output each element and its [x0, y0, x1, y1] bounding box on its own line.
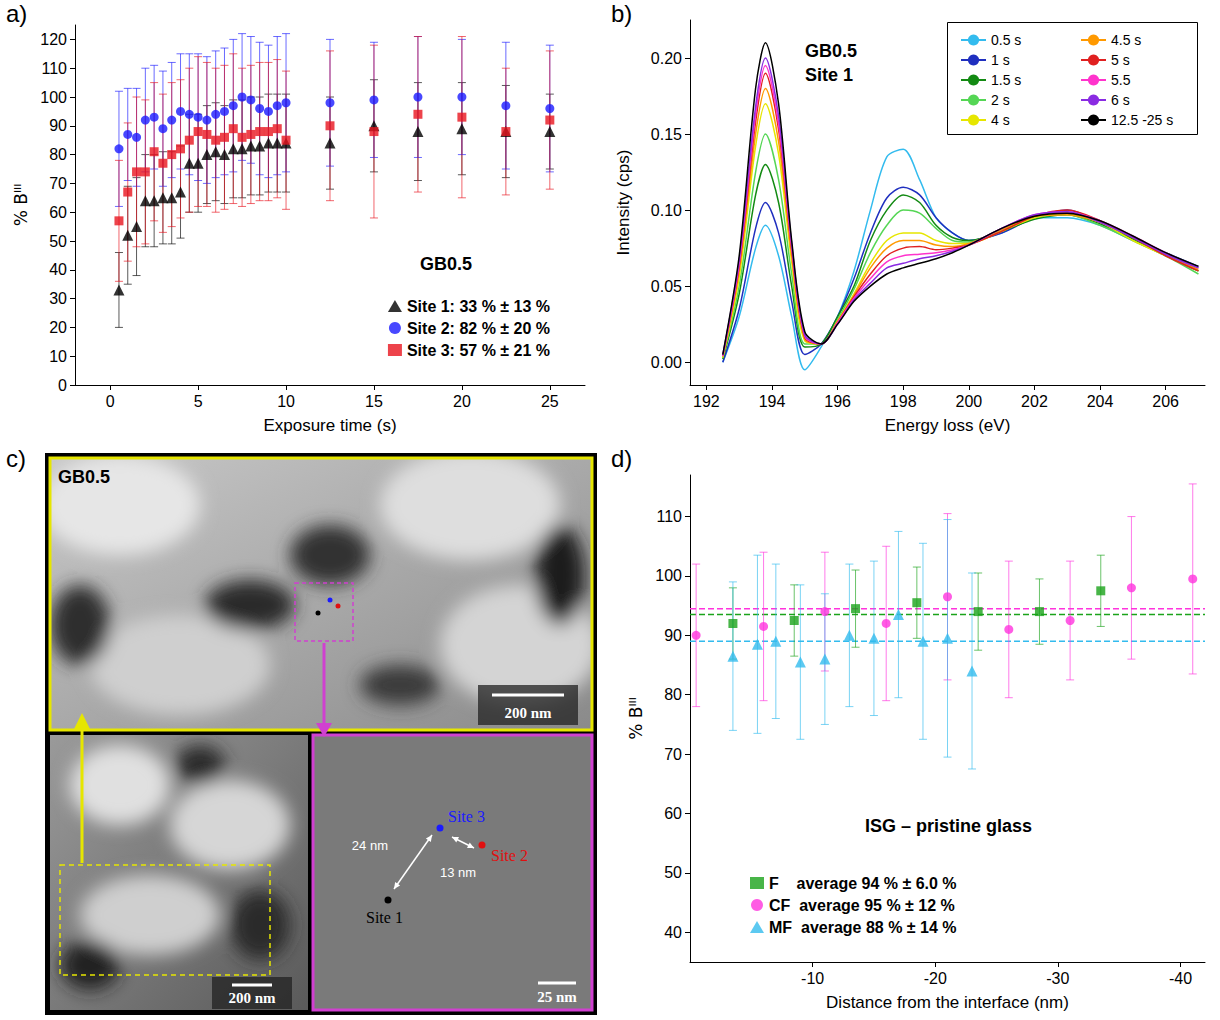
- svg-text:0.05: 0.05: [651, 278, 682, 295]
- svg-text:110: 110: [41, 60, 67, 77]
- svg-text:204: 204: [1087, 393, 1114, 410]
- svg-text:192: 192: [693, 393, 720, 410]
- svg-text:F average 94 % ± 6.0 %: F average 94 % ± 6.0 %: [769, 875, 957, 892]
- svg-text:70: 70: [664, 746, 682, 763]
- svg-text:90: 90: [49, 117, 67, 134]
- svg-text:0.10: 0.10: [651, 202, 682, 219]
- svg-text:Site 2: Site 2: [491, 847, 528, 864]
- svg-text:13 nm: 13 nm: [440, 865, 476, 880]
- svg-text:10: 10: [277, 393, 295, 410]
- svg-text:ISG – pristine glass: ISG – pristine glass: [865, 816, 1032, 836]
- svg-text:0.15: 0.15: [651, 126, 682, 143]
- svg-text:200 nm: 200 nm: [228, 990, 276, 1006]
- svg-text:Site 3: Site 3: [448, 808, 485, 825]
- svg-text:0: 0: [58, 377, 67, 394]
- svg-text:15: 15: [365, 393, 383, 410]
- svg-text:GB0.5: GB0.5: [58, 467, 110, 487]
- svg-text:40: 40: [664, 924, 682, 941]
- svg-text:1 s: 1 s: [991, 52, 1010, 68]
- svg-text:30: 30: [49, 290, 67, 307]
- svg-text:4 s: 4 s: [991, 112, 1010, 128]
- svg-text:% Bᴵᴵᴵ: % Bᴵᴵᴵ: [11, 184, 31, 227]
- svg-text:0: 0: [106, 393, 115, 410]
- svg-text:100: 100: [40, 89, 67, 106]
- svg-text:80: 80: [49, 146, 67, 163]
- svg-text:Intensity (cps): Intensity (cps): [614, 150, 633, 256]
- svg-text:-30: -30: [1046, 970, 1069, 987]
- svg-text:Site 3: 57 % ± 21 %: Site 3: 57 % ± 21 %: [407, 342, 550, 359]
- svg-text:% Bᴵᴵᴵ: % Bᴵᴵᴵ: [626, 697, 646, 740]
- svg-text:Energy loss (eV): Energy loss (eV): [885, 416, 1011, 435]
- svg-text:GB0.5: GB0.5: [805, 41, 857, 61]
- svg-text:120: 120: [40, 31, 67, 48]
- svg-text:60: 60: [49, 204, 67, 221]
- svg-text:50: 50: [49, 233, 67, 250]
- svg-text:Site 1: Site 1: [805, 65, 853, 85]
- svg-text:196: 196: [824, 393, 851, 410]
- svg-text:202: 202: [1021, 393, 1048, 410]
- svg-text:0.5 s: 0.5 s: [991, 32, 1021, 48]
- svg-text:Distance from the interface (n: Distance from the interface (nm): [826, 993, 1069, 1012]
- html-text:a): a): [6, 0, 28, 27]
- svg-text:MF average 88 % ± 14 %: MF average 88 % ± 14 %: [769, 919, 957, 936]
- svg-text:4.5 s: 4.5 s: [1111, 32, 1141, 48]
- html-text:d): d): [611, 445, 633, 472]
- svg-text:Exposure time (s): Exposure time (s): [263, 416, 396, 435]
- html-text:b): b): [611, 0, 633, 27]
- svg-text:5 s: 5 s: [1111, 52, 1130, 68]
- svg-text:CF average 95 % ± 12 %: CF average 95 % ± 12 %: [769, 897, 955, 914]
- svg-text:90: 90: [664, 627, 682, 644]
- svg-text:100: 100: [655, 567, 682, 584]
- svg-text:GB0.5: GB0.5: [420, 254, 472, 274]
- svg-text:110: 110: [656, 508, 682, 525]
- svg-text:20: 20: [453, 393, 471, 410]
- svg-text:-10: -10: [801, 970, 824, 987]
- svg-text:Site 1: Site 1: [366, 909, 403, 926]
- svg-text:20: 20: [49, 319, 67, 336]
- svg-text:25 nm: 25 nm: [537, 989, 577, 1005]
- html-text:c): c): [6, 445, 26, 472]
- svg-text:24 nm: 24 nm: [352, 838, 388, 853]
- svg-text:12.5 -25 s: 12.5 -25 s: [1111, 112, 1173, 128]
- svg-text:200 nm: 200 nm: [504, 705, 552, 721]
- svg-text:5: 5: [194, 393, 203, 410]
- svg-text:5.5: 5.5: [1111, 72, 1131, 88]
- svg-text:0.00: 0.00: [651, 354, 682, 371]
- svg-text:6 s: 6 s: [1111, 92, 1130, 108]
- svg-text:200: 200: [955, 393, 982, 410]
- svg-text:60: 60: [664, 805, 682, 822]
- svg-text:-40: -40: [1169, 970, 1192, 987]
- svg-text:25: 25: [541, 393, 559, 410]
- svg-text:10: 10: [49, 348, 67, 365]
- svg-text:Site 1: 33 % ± 13 %: Site 1: 33 % ± 13 %: [407, 298, 550, 315]
- svg-text:0.20: 0.20: [651, 50, 682, 67]
- svg-text:Site 2: 82 % ± 20 %: Site 2: 82 % ± 20 %: [407, 320, 550, 337]
- svg-text:194: 194: [759, 393, 786, 410]
- svg-text:1.5 s: 1.5 s: [991, 72, 1021, 88]
- svg-text:2 s: 2 s: [991, 92, 1010, 108]
- svg-text:198: 198: [890, 393, 917, 410]
- svg-text:50: 50: [664, 864, 682, 881]
- svg-text:80: 80: [664, 686, 682, 703]
- svg-text:70: 70: [49, 175, 67, 192]
- svg-text:206: 206: [1152, 393, 1179, 410]
- svg-text:40: 40: [49, 261, 67, 278]
- svg-text:-20: -20: [924, 970, 947, 987]
